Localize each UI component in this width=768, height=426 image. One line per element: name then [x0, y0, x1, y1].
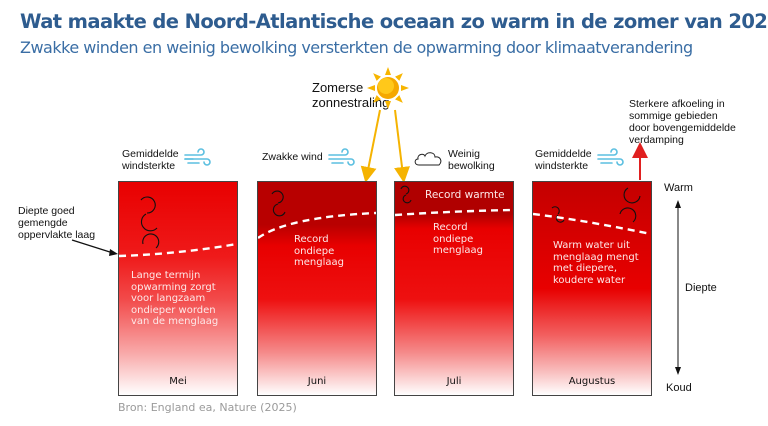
page-subtitle: Zwakke winden en weinig bewolking verste… — [20, 38, 693, 57]
depth-axis-koud: Koud — [666, 382, 692, 394]
note-line3: door bovengemiddelde — [629, 122, 736, 134]
label-line1: Gemiddelde — [122, 148, 179, 160]
sun-ray-arrow-juni — [360, 109, 381, 183]
month-label-augustus: Augustus — [568, 376, 616, 387]
panel-mei-text: Lange termijn opwarming zorgt voor langzaa… — [131, 270, 219, 327]
depth-axis-warm: Warm — [664, 182, 693, 194]
panel-augustus: Warm water uit menglaag mengt met diepere,… — [532, 181, 652, 396]
panel-juni: Record ondiepe menglaag Juni — [257, 181, 377, 396]
annotation-line2: gemengde — [18, 217, 68, 229]
month-label-juni: Juni — [307, 376, 327, 387]
panel-augustus-text: Warm water uit menglaag mengt met diepere,… — [553, 240, 639, 286]
sun-icon — [367, 67, 409, 109]
panel-mei-top-label: Gemiddelde windsterkte — [122, 148, 179, 172]
depth-axis-label: Diepte — [685, 282, 717, 294]
label-line2: windsterkte — [122, 160, 176, 172]
evaporation-note: Sterkere afkoeling in sommige gebieden d… — [629, 98, 736, 146]
panel-juli-text: Record ondiepe menglaag — [433, 222, 483, 256]
mixed-layer-annotation: Diepte goed gemengde oppervlakte laag — [18, 205, 95, 241]
panel-augustus-top-label: Gemiddelde windsterkte — [535, 148, 592, 172]
mixing-swirls-icon — [119, 196, 237, 258]
wind-icon — [328, 148, 355, 166]
label-line2: bewolking — [448, 160, 495, 172]
mixed-layer-depth-line — [533, 212, 651, 236]
sun-label-line1: Zomerse — [312, 80, 364, 95]
note-line4: verdamping — [629, 134, 684, 146]
panel-juni-top-label: Zwakke wind — [262, 151, 323, 163]
sun-label-line2: zonnestraling — [312, 95, 390, 110]
cloud-icon — [414, 152, 442, 166]
panel-mei: Lange termijn opwarming zorgt voor langzaa… — [118, 181, 238, 396]
label-line1: Gemiddelde — [535, 148, 592, 160]
mixing-swirls-icon — [395, 185, 513, 217]
label-line2: windsterkte — [535, 160, 589, 172]
wind-icon — [597, 148, 624, 166]
record-warmte-label: Record warmte — [425, 189, 505, 201]
month-label-mei: Mei — [169, 376, 187, 387]
note-line2: sommige gebieden — [629, 110, 718, 122]
wind-icon — [184, 148, 211, 166]
month-label-juli: Juli — [446, 376, 462, 387]
annotation-line1: Diepte goed — [18, 205, 75, 217]
panel-juli: Record warmte Record ondiepe menglaag Juli — [394, 181, 514, 396]
panel-juli-top-label: Weinig bewolking — [448, 148, 495, 172]
annotation-line3: oppervlakte laag — [18, 229, 96, 241]
sun-label: Zomerse zonnestraling — [312, 80, 389, 110]
label-line1: Weinig — [448, 148, 480, 160]
page-title: Wat maakte de Noord-Atlantische oceaan z… — [20, 10, 768, 33]
panel-juni-text: Record ondiepe menglaag — [294, 234, 344, 268]
sun-ray-arrow-juli — [394, 109, 410, 183]
mixed-layer-depth-line — [119, 242, 237, 258]
mixed-layer-depth-line — [395, 208, 513, 217]
note-line1: Sterkere afkoeling in — [629, 98, 725, 110]
source-citation: Bron: England ea, Nature (2025) — [118, 401, 297, 414]
mixing-swirls-icon — [533, 187, 651, 236]
mixing-swirls-icon — [258, 190, 376, 239]
